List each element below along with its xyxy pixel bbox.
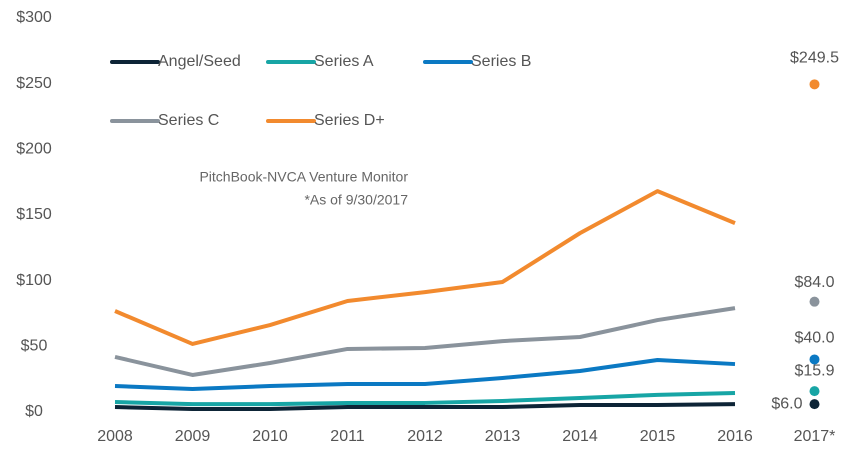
x-tick-label: 2010 [252, 428, 288, 445]
legend-label: Series B [471, 53, 531, 70]
y-tick-label: $300 [16, 9, 52, 26]
x-tick-label: 2011 [330, 428, 365, 445]
legend-label: Series C [158, 112, 219, 129]
x-tick-label: 2012 [407, 428, 443, 445]
value-label: $40.0 [794, 330, 834, 347]
y-tick-label: $0 [25, 403, 43, 420]
point [809, 399, 820, 410]
legend-label: Series A [314, 53, 374, 70]
point [809, 296, 820, 307]
annotation: PitchBook-NVCA Venture Monitor [199, 169, 408, 185]
y-tick-label: $150 [16, 206, 52, 223]
y-tick-label: $200 [16, 141, 52, 158]
series-line [114, 390, 736, 407]
value-label: $249.5 [790, 50, 839, 67]
x-tick-label: 2014 [562, 428, 598, 445]
x-tick-label: 2015 [640, 428, 676, 445]
x-tick-label: 2009 [175, 428, 211, 445]
x-tick-label: 2013 [485, 428, 521, 445]
point [809, 79, 820, 90]
y-tick-label: $50 [21, 338, 48, 355]
series-line [114, 402, 736, 411]
legend-label: Series D+ [314, 112, 385, 129]
y-tick-label: $100 [16, 272, 52, 289]
y-tick-label: $250 [16, 75, 52, 92]
annotation: *As of 9/30/2017 [304, 192, 408, 208]
legend-label: Angel/Seed [158, 53, 241, 70]
series-line [114, 189, 736, 346]
value-label: $84.0 [794, 274, 834, 291]
x-tick-label: 2017* [794, 428, 836, 445]
x-tick-label: 2008 [97, 428, 133, 445]
value-label: $6.0 [771, 395, 802, 412]
value-label: $15.9 [794, 362, 834, 379]
series-line [114, 357, 736, 392]
x-tick-label: 2016 [717, 428, 753, 445]
series-line [114, 306, 736, 377]
point [809, 386, 820, 397]
point [809, 354, 820, 365]
